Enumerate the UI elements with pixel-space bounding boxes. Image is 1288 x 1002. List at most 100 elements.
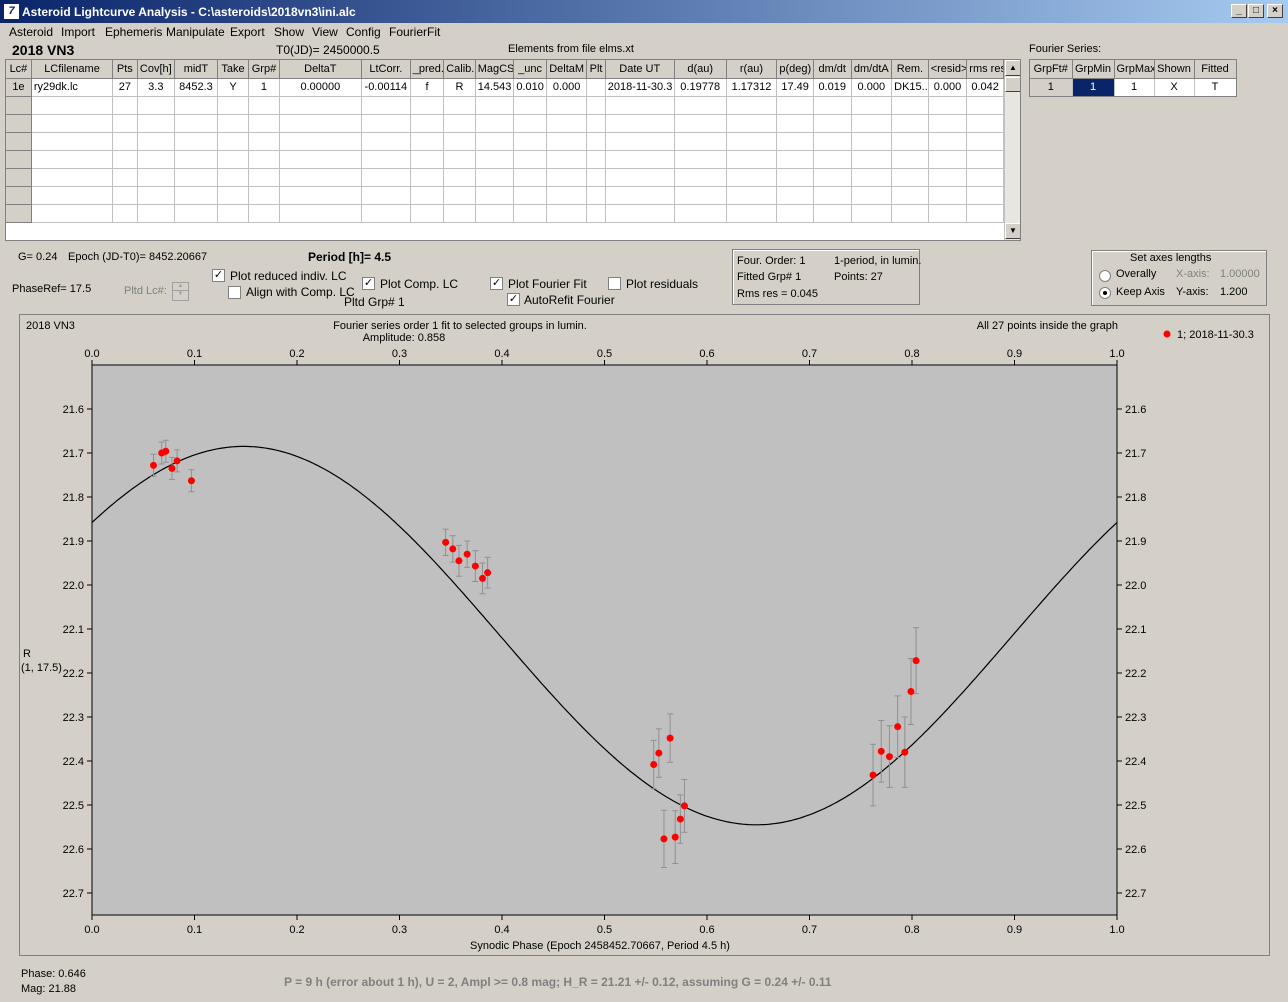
table-cell[interactable]: 17.49 <box>776 78 814 97</box>
data-point[interactable] <box>869 771 877 779</box>
table-cell[interactable] <box>443 168 476 187</box>
data-point[interactable] <box>187 477 195 485</box>
lightcurve-table-scrollbar[interactable]: ▲ ▼ <box>1004 60 1020 240</box>
table-cell[interactable] <box>361 96 411 115</box>
table-cell[interactable] <box>891 204 929 223</box>
data-point[interactable] <box>650 761 658 769</box>
column-header[interactable]: Fitted <box>1194 60 1236 79</box>
table-cell[interactable] <box>361 150 411 169</box>
table-cell[interactable] <box>217 186 250 205</box>
table-cell[interactable] <box>966 114 1004 133</box>
table-cell[interactable] <box>586 168 606 187</box>
table-cell[interactable] <box>605 96 675 115</box>
table-cell[interactable] <box>174 96 218 115</box>
table-cell[interactable] <box>217 132 250 151</box>
table-cell[interactable] <box>443 132 476 151</box>
table-cell[interactable] <box>851 114 893 133</box>
column-header[interactable]: Calib. <box>443 60 476 79</box>
column-header[interactable]: Grp# <box>248 60 280 79</box>
table-cell[interactable] <box>410 204 445 223</box>
table-cell[interactable] <box>851 150 893 169</box>
table-cell[interactable] <box>217 96 250 115</box>
table-cell[interactable] <box>813 96 852 115</box>
table-cell[interactable] <box>776 114 814 133</box>
table-cell[interactable] <box>248 114 280 133</box>
table-cell[interactable] <box>31 96 114 115</box>
table-cell[interactable] <box>137 186 176 205</box>
column-header[interactable]: rms res <box>966 60 1004 79</box>
data-point[interactable] <box>912 657 920 665</box>
table-cell[interactable] <box>31 168 114 187</box>
table-cell[interactable] <box>443 114 476 133</box>
table-cell[interactable] <box>851 204 893 223</box>
table-cell[interactable] <box>279 132 362 151</box>
table-cell[interactable] <box>726 96 778 115</box>
table-cell[interactable] <box>674 168 727 187</box>
scroll-up-icon[interactable]: ▲ <box>1005 60 1020 76</box>
table-cell[interactable]: 0.000 <box>928 78 968 97</box>
table-cell[interactable]: DK15... <box>891 78 929 97</box>
table-cell[interactable] <box>248 96 280 115</box>
data-point[interactable] <box>168 464 176 472</box>
table-cell[interactable] <box>891 150 929 169</box>
table-cell[interactable] <box>137 150 176 169</box>
table-cell[interactable] <box>279 96 362 115</box>
plot-fourier-checkbox[interactable]: ✓ <box>490 277 503 290</box>
table-cell[interactable] <box>546 114 588 133</box>
empty-table-row[interactable] <box>6 186 1004 205</box>
spin-down-icon[interactable]: ▼ <box>177 291 184 297</box>
table-cell[interactable]: 1e <box>6 78 32 97</box>
data-point[interactable] <box>894 723 902 731</box>
plot-panel[interactable]: 0.0 0.0 0.1 0.1 0.2 0.2 0.3 0.3 0.4 0.4 0.5 0.5 0.6 0… <box>19 314 1270 956</box>
table-cell[interactable] <box>966 96 1004 115</box>
column-header[interactable]: <resid> <box>928 60 968 79</box>
table-cell[interactable]: 3.3 <box>137 78 176 97</box>
table-cell[interactable] <box>605 204 675 223</box>
overally-radio[interactable] <box>1099 270 1111 282</box>
table-cell[interactable] <box>966 186 1004 205</box>
data-point[interactable] <box>660 835 668 843</box>
table-cell[interactable] <box>586 114 606 133</box>
table-cell[interactable] <box>813 186 852 205</box>
data-point[interactable] <box>671 833 679 841</box>
table-cell[interactable] <box>546 150 588 169</box>
table-cell[interactable]: 1 <box>248 78 280 97</box>
table-cell[interactable] <box>112 204 138 223</box>
data-point[interactable] <box>484 569 492 577</box>
table-cell[interactable] <box>776 150 814 169</box>
table-cell[interactable]: 0.000 <box>851 78 893 97</box>
table-cell[interactable] <box>475 168 515 187</box>
menu-config[interactable]: Config <box>346 25 381 39</box>
table-cell[interactable] <box>776 186 814 205</box>
table-cell[interactable] <box>674 132 727 151</box>
table-cell[interactable] <box>112 186 138 205</box>
table-cell[interactable] <box>726 204 778 223</box>
table-cell[interactable]: ry29dk.lc <box>31 78 114 97</box>
table-cell[interactable] <box>928 132 968 151</box>
column-header[interactable]: DeltaT <box>279 60 362 79</box>
table-cell[interactable] <box>813 132 852 151</box>
data-point[interactable] <box>162 447 170 455</box>
phaseref-value[interactable]: PhaseRef= 17.5 <box>12 283 92 295</box>
table-cell[interactable] <box>851 168 893 187</box>
plot-reduced-checkbox[interactable]: ✓ <box>212 269 225 282</box>
column-header[interactable]: MagCS <box>475 60 515 79</box>
column-header[interactable]: GrpFt# <box>1030 60 1073 79</box>
table-cell[interactable] <box>928 186 968 205</box>
table-cell[interactable] <box>726 150 778 169</box>
column-header[interactable]: _unc <box>513 60 547 79</box>
column-header[interactable]: GrpMax <box>1114 60 1155 79</box>
column-header[interactable]: Shown <box>1154 60 1195 79</box>
table-cell[interactable]: 1 <box>1114 78 1155 96</box>
table-cell[interactable] <box>31 132 114 151</box>
column-header[interactable]: Plt <box>586 60 606 79</box>
column-header[interactable]: dm/dtA <box>851 60 893 79</box>
table-cell[interactable] <box>443 186 476 205</box>
data-point[interactable] <box>471 562 479 570</box>
table-cell[interactable] <box>776 96 814 115</box>
table-cell[interactable]: R <box>443 78 476 97</box>
table-cell[interactable] <box>546 96 588 115</box>
table-cell[interactable] <box>966 204 1004 223</box>
table-cell[interactable]: T <box>1194 78 1236 96</box>
